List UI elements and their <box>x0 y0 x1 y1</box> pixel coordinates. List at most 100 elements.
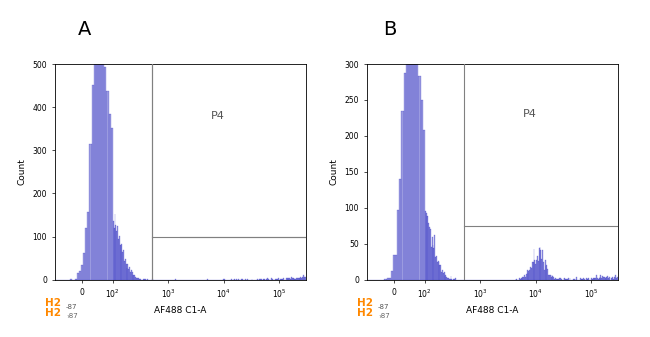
Bar <box>553 277 554 280</box>
Bar <box>556 279 558 280</box>
Bar <box>402 111 404 280</box>
Bar <box>580 279 582 280</box>
Bar <box>519 278 520 280</box>
Bar <box>609 277 610 280</box>
Bar <box>85 228 87 280</box>
Bar <box>448 279 450 280</box>
X-axis label: AF488 C1-A: AF488 C1-A <box>466 306 519 315</box>
Bar <box>263 279 265 280</box>
Bar <box>87 212 90 280</box>
Bar <box>304 277 305 280</box>
Bar <box>558 279 559 280</box>
Bar <box>543 262 544 280</box>
Bar <box>596 275 597 280</box>
Bar <box>586 278 587 280</box>
Bar <box>117 226 118 280</box>
Bar <box>300 277 301 280</box>
Bar <box>136 278 138 280</box>
Bar <box>282 279 283 280</box>
Bar <box>542 250 543 280</box>
Bar <box>559 278 560 280</box>
Bar <box>545 266 547 280</box>
Bar <box>431 247 432 280</box>
Bar <box>435 257 436 280</box>
Bar <box>612 277 613 280</box>
Bar <box>412 33 414 280</box>
Bar <box>593 278 594 280</box>
Bar <box>287 279 289 280</box>
Bar <box>291 277 292 280</box>
Bar <box>539 248 540 280</box>
Bar <box>568 278 569 280</box>
Bar <box>584 279 585 280</box>
Bar <box>428 223 429 280</box>
Bar <box>280 279 281 280</box>
Bar <box>614 277 615 280</box>
Bar <box>520 279 521 280</box>
Bar <box>391 271 393 280</box>
Bar <box>233 279 235 280</box>
Bar <box>140 279 141 280</box>
Bar <box>454 279 455 280</box>
Bar <box>79 271 81 280</box>
Bar <box>607 276 608 280</box>
Y-axis label: Count: Count <box>330 158 339 185</box>
Bar <box>606 277 607 280</box>
Bar <box>554 279 555 280</box>
Bar <box>598 279 599 280</box>
Bar <box>447 278 448 280</box>
Bar <box>567 279 568 280</box>
Bar <box>582 279 583 280</box>
Bar <box>442 270 443 280</box>
Bar <box>111 128 113 280</box>
Bar <box>440 265 441 280</box>
Bar <box>81 266 83 280</box>
Bar <box>601 278 602 280</box>
Bar <box>278 278 279 280</box>
Bar <box>437 261 439 280</box>
Bar <box>425 211 426 280</box>
Bar <box>247 279 248 280</box>
Bar <box>575 279 577 280</box>
Bar <box>399 179 402 280</box>
Bar <box>439 265 440 280</box>
Bar <box>298 278 300 280</box>
Bar <box>127 264 128 280</box>
Bar <box>436 256 437 280</box>
Bar <box>414 36 417 280</box>
Bar <box>272 279 273 280</box>
Bar <box>238 279 239 280</box>
Bar <box>594 278 595 280</box>
Bar <box>451 279 452 280</box>
Bar <box>105 67 107 280</box>
Bar <box>549 275 550 280</box>
Bar <box>271 278 272 280</box>
Bar <box>296 278 297 280</box>
Bar <box>94 21 96 280</box>
Bar <box>445 275 447 280</box>
Bar <box>515 279 517 280</box>
Bar <box>139 279 140 280</box>
Bar <box>450 276 451 280</box>
Bar <box>443 273 444 280</box>
Text: A: A <box>78 20 91 39</box>
Bar <box>587 279 588 280</box>
Bar <box>432 245 434 280</box>
Y-axis label: Count: Count <box>18 158 27 185</box>
Bar <box>410 0 412 280</box>
Bar <box>617 277 618 280</box>
Bar <box>387 278 389 280</box>
Bar <box>301 278 302 280</box>
Bar <box>566 279 567 280</box>
Text: H2: H2 <box>358 308 373 318</box>
Bar <box>120 245 122 280</box>
Bar <box>599 277 601 280</box>
Text: P4: P4 <box>523 109 537 119</box>
Bar <box>534 259 536 280</box>
Bar <box>569 278 571 280</box>
Bar <box>92 85 94 280</box>
Bar <box>135 277 136 280</box>
Text: P4: P4 <box>211 111 225 121</box>
Bar <box>242 279 243 280</box>
Bar <box>244 279 246 280</box>
